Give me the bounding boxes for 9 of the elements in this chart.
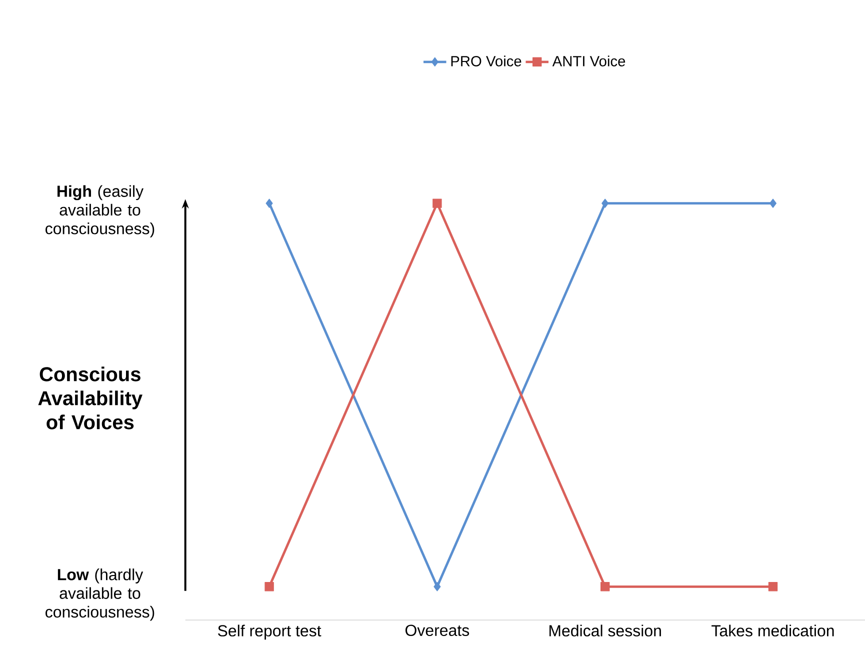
x-tick-label: Medical session <box>549 624 661 636</box>
legend-label: PRO Voice <box>451 56 522 66</box>
x-tick-label: Overeats <box>405 624 470 636</box>
x-tick-label: Takes medication <box>712 624 834 636</box>
text: Low (hardly available to consciousness) <box>46 568 154 621</box>
x-tick-label: Self report test <box>218 624 322 640</box>
y-axis-title: Conscious Availability of Voices <box>38 366 142 430</box>
legend-label: ANTI Voice <box>552 56 626 66</box>
text: High (easily available to consciousness) <box>46 185 154 238</box>
